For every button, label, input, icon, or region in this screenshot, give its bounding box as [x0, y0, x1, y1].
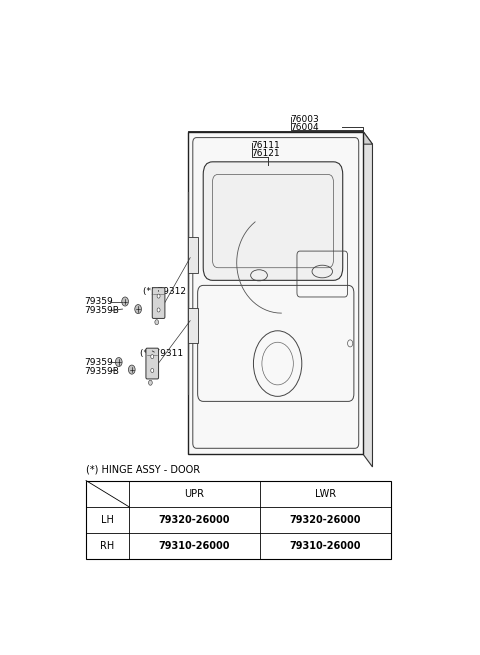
- Text: (*) HINGE ASSY - DOOR: (*) HINGE ASSY - DOOR: [86, 464, 200, 474]
- Text: RH: RH: [100, 541, 115, 551]
- Text: UPR: UPR: [184, 489, 204, 498]
- Circle shape: [157, 308, 160, 312]
- Circle shape: [122, 297, 129, 306]
- Circle shape: [135, 305, 142, 314]
- Text: (*) 79312: (*) 79312: [143, 287, 186, 296]
- Text: 79359B: 79359B: [84, 306, 119, 315]
- Circle shape: [129, 365, 135, 374]
- FancyBboxPatch shape: [203, 162, 343, 280]
- Text: 76111: 76111: [252, 141, 280, 150]
- Polygon shape: [188, 132, 363, 455]
- Text: 79310-26000: 79310-26000: [158, 541, 230, 551]
- Polygon shape: [188, 132, 372, 144]
- Circle shape: [148, 380, 152, 385]
- FancyBboxPatch shape: [152, 288, 165, 318]
- Circle shape: [157, 294, 160, 298]
- Text: 79359: 79359: [84, 358, 113, 367]
- Circle shape: [115, 358, 122, 367]
- Polygon shape: [188, 308, 198, 343]
- Text: LWR: LWR: [315, 489, 336, 498]
- FancyBboxPatch shape: [146, 348, 158, 379]
- Text: 79320-26000: 79320-26000: [158, 515, 230, 525]
- Circle shape: [155, 320, 158, 325]
- Text: 76121: 76121: [252, 149, 280, 158]
- Text: (*) 79311: (*) 79311: [140, 349, 183, 358]
- Text: 79310-26000: 79310-26000: [290, 541, 361, 551]
- Text: 76003: 76003: [290, 115, 319, 124]
- Polygon shape: [363, 132, 372, 467]
- Circle shape: [151, 354, 154, 359]
- Text: LH: LH: [101, 515, 114, 525]
- Polygon shape: [188, 238, 198, 272]
- Text: 79320-26000: 79320-26000: [290, 515, 361, 525]
- Text: 79359B: 79359B: [84, 367, 119, 375]
- Circle shape: [151, 369, 154, 373]
- Text: 79359: 79359: [84, 297, 113, 306]
- Text: 76004: 76004: [290, 123, 319, 132]
